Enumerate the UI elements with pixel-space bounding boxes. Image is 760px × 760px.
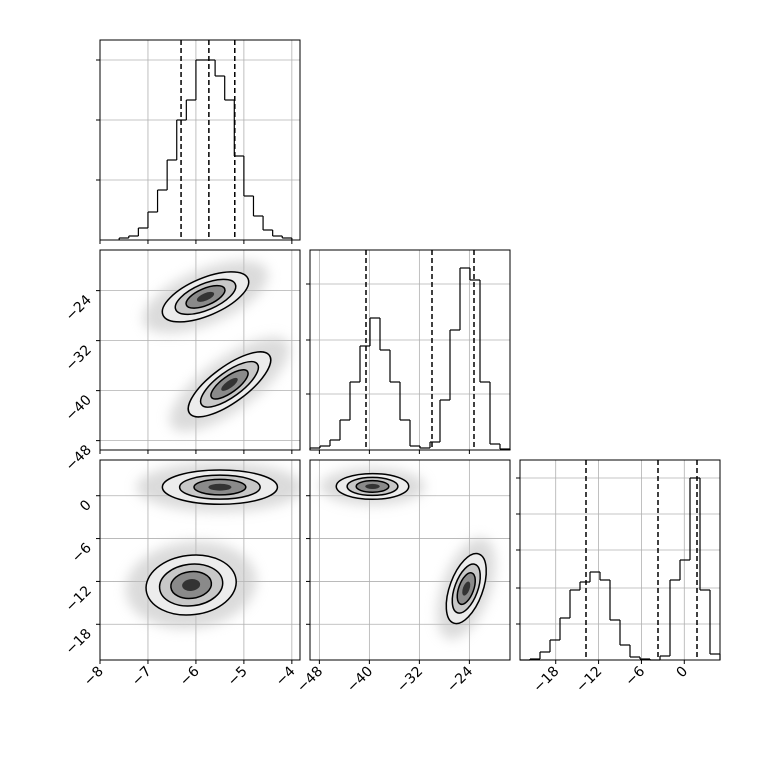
x-tick-label: −40 xyxy=(344,664,376,696)
panel-frame xyxy=(99,459,301,661)
x-tick-label: −6 xyxy=(177,663,203,689)
panel-frame xyxy=(99,249,301,451)
y-tick-label: 0 xyxy=(77,497,95,515)
density-core xyxy=(365,483,380,489)
contour xyxy=(199,360,260,408)
x-tick-label: −24 xyxy=(444,663,476,695)
panel-frame xyxy=(99,39,301,241)
x-tick-label: −12 xyxy=(573,664,605,696)
density-core xyxy=(182,579,201,592)
x-tick-label: 0 xyxy=(673,664,691,682)
contour xyxy=(445,552,487,625)
contour xyxy=(346,476,399,497)
contour xyxy=(158,563,224,607)
density-core xyxy=(221,377,238,391)
panel-frame xyxy=(519,459,721,661)
contour xyxy=(174,278,237,316)
contour xyxy=(456,572,476,606)
x-tick-label: −6 xyxy=(622,663,648,689)
contour xyxy=(335,472,410,501)
contour xyxy=(210,368,249,400)
y-tick-label: −24 xyxy=(63,292,95,324)
x-tick-label: −18 xyxy=(530,664,562,696)
contour xyxy=(145,554,237,616)
density-core xyxy=(196,291,215,302)
x-tick-label: −8 xyxy=(81,664,107,690)
contour xyxy=(355,479,390,493)
y-tick-label: −18 xyxy=(63,626,95,658)
x-tick-label: −7 xyxy=(129,664,155,690)
density-core xyxy=(208,483,232,491)
density-core xyxy=(462,581,471,596)
y-tick-label: −48 xyxy=(63,442,95,474)
x-tick-label: −48 xyxy=(294,664,326,696)
density xyxy=(125,462,300,629)
y-tick-label: −6 xyxy=(69,540,95,566)
y-tick-label: −40 xyxy=(63,392,95,424)
contour xyxy=(161,271,250,323)
panel-frame xyxy=(309,459,511,661)
x-tick-label: −32 xyxy=(394,664,426,696)
contour xyxy=(451,563,482,614)
x-tick-label: −5 xyxy=(225,664,251,690)
contour xyxy=(178,474,261,500)
density xyxy=(319,467,496,640)
y-tick-label: −12 xyxy=(63,583,95,615)
contour xyxy=(187,351,272,418)
contour xyxy=(185,284,226,309)
contour xyxy=(170,570,213,600)
contour xyxy=(193,478,247,496)
panel-frame xyxy=(309,249,511,451)
contour xyxy=(161,469,279,506)
y-tick-label: −32 xyxy=(63,342,95,374)
density xyxy=(142,260,290,432)
